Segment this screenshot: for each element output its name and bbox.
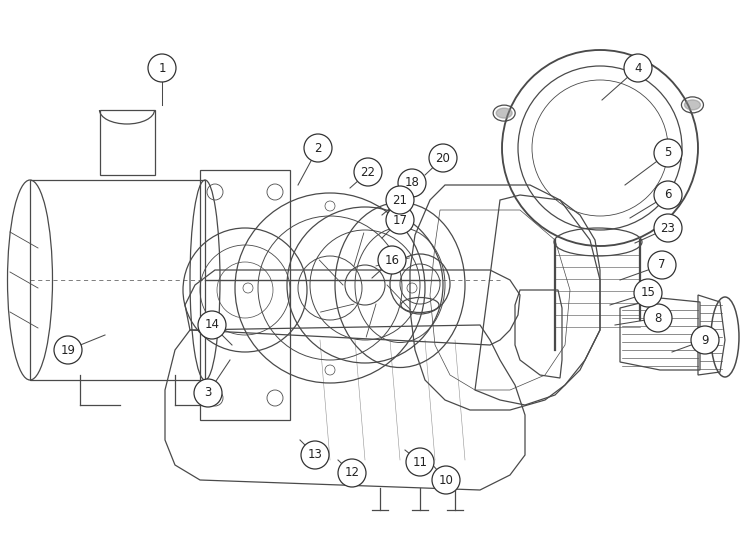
Text: 12: 12 xyxy=(344,467,359,480)
Text: 6: 6 xyxy=(664,188,672,201)
Text: 23: 23 xyxy=(660,221,675,234)
Circle shape xyxy=(634,279,662,307)
Text: 18: 18 xyxy=(405,177,420,190)
Circle shape xyxy=(432,466,460,494)
Ellipse shape xyxy=(684,100,700,110)
Circle shape xyxy=(654,181,682,209)
Text: 16: 16 xyxy=(384,253,399,267)
Ellipse shape xyxy=(496,108,512,118)
Circle shape xyxy=(644,304,672,332)
Circle shape xyxy=(304,134,332,162)
Text: 21: 21 xyxy=(393,193,408,206)
Circle shape xyxy=(386,206,414,234)
Circle shape xyxy=(194,379,222,407)
Circle shape xyxy=(378,246,406,274)
Text: 7: 7 xyxy=(658,259,666,272)
Text: 17: 17 xyxy=(393,213,408,226)
Circle shape xyxy=(148,54,176,82)
Text: 2: 2 xyxy=(314,141,322,154)
Text: 19: 19 xyxy=(60,343,75,356)
Text: 4: 4 xyxy=(634,62,641,75)
Text: 13: 13 xyxy=(308,449,323,462)
Text: 10: 10 xyxy=(438,474,453,487)
Text: 3: 3 xyxy=(205,387,211,400)
Text: 14: 14 xyxy=(205,319,220,332)
Circle shape xyxy=(338,459,366,487)
Text: 5: 5 xyxy=(664,146,672,159)
Circle shape xyxy=(54,336,82,364)
Text: 9: 9 xyxy=(702,334,708,347)
Circle shape xyxy=(624,54,652,82)
Text: 22: 22 xyxy=(360,165,375,179)
Circle shape xyxy=(406,448,434,476)
Circle shape xyxy=(398,169,426,197)
Circle shape xyxy=(648,251,676,279)
Circle shape xyxy=(354,158,382,186)
Text: 8: 8 xyxy=(654,312,662,325)
Text: 15: 15 xyxy=(641,287,656,300)
Circle shape xyxy=(386,186,414,214)
Text: 20: 20 xyxy=(435,152,450,165)
Circle shape xyxy=(301,441,329,469)
Circle shape xyxy=(429,144,457,172)
Circle shape xyxy=(654,214,682,242)
Circle shape xyxy=(198,311,226,339)
Circle shape xyxy=(654,139,682,167)
Circle shape xyxy=(691,326,719,354)
Text: 11: 11 xyxy=(413,456,427,469)
Text: 1: 1 xyxy=(158,62,165,75)
